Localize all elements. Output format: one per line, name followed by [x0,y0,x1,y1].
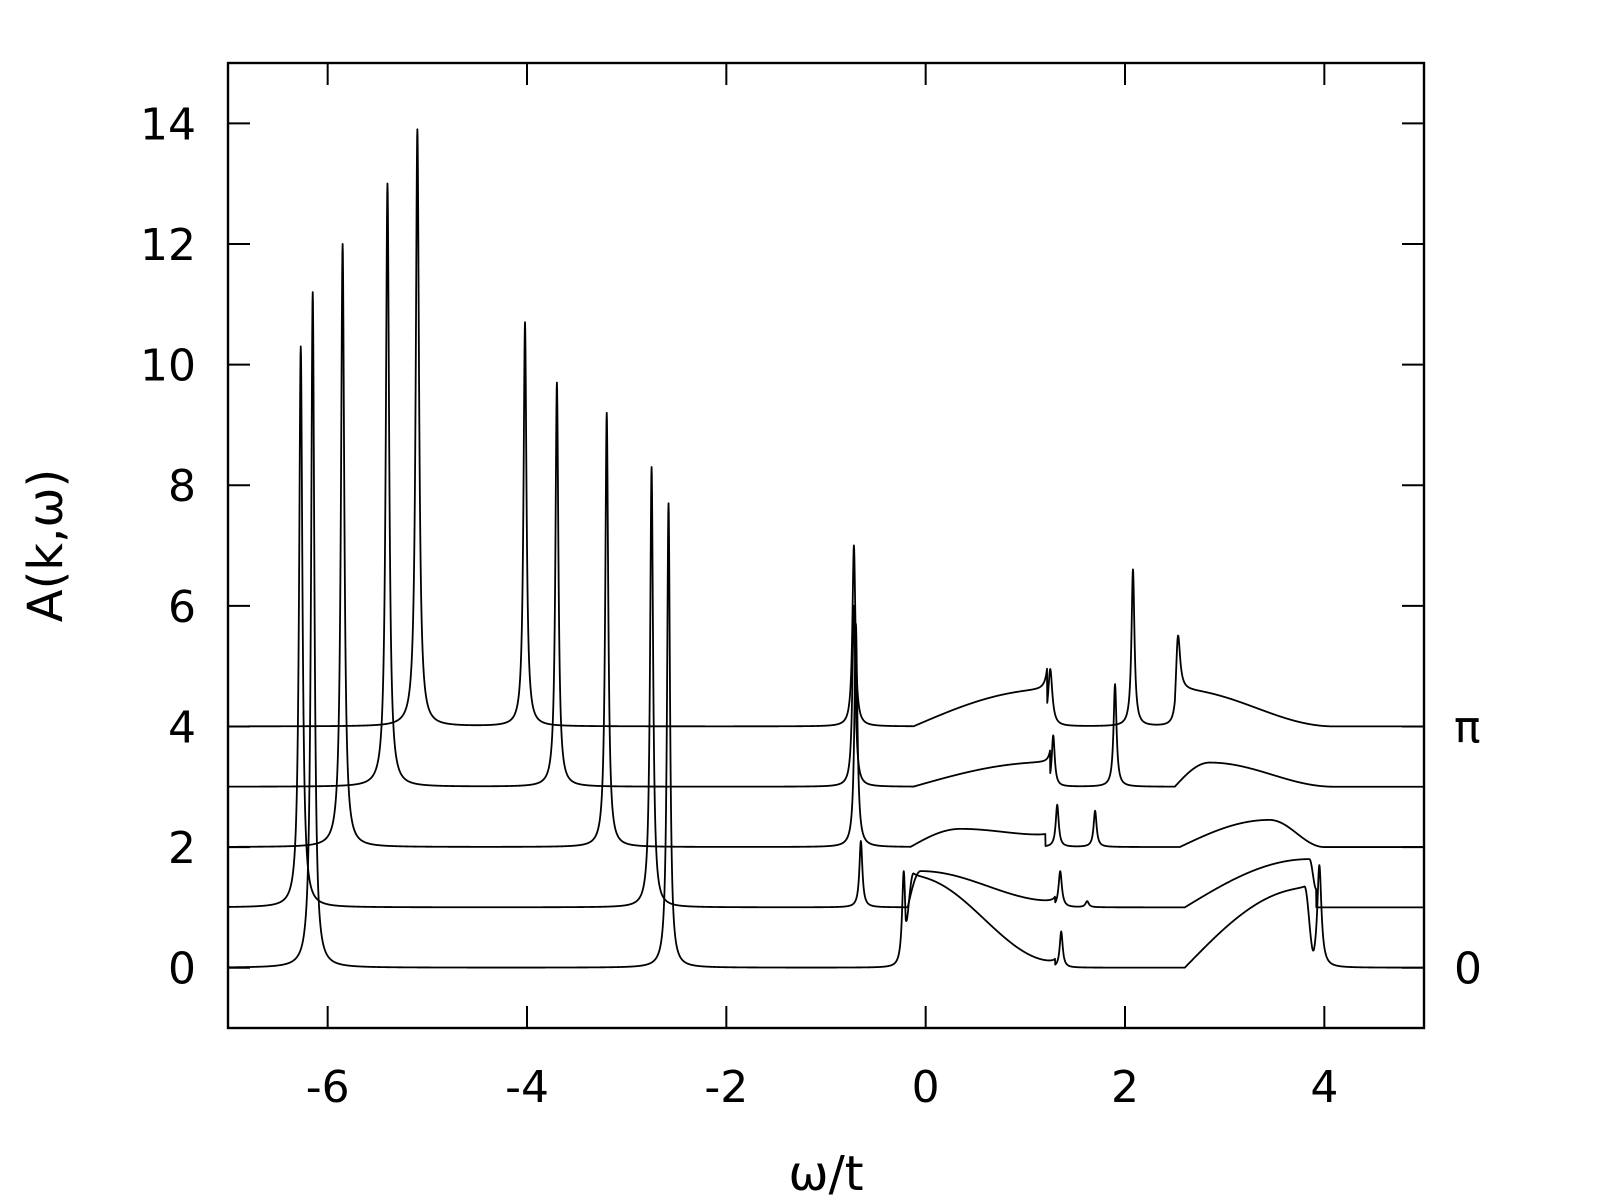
x-tick-label: -4 [505,1062,549,1113]
x-tick-labels: -6 -4 -2 0 2 4 [306,1062,1339,1113]
spectral-curve [227,243,1425,848]
plot-frame [226,61,1426,1030]
spectral-curve [227,128,1425,728]
y-tick-label: 12 [140,220,196,271]
y-tick-label: 6 [168,582,196,633]
curves-group [227,128,1425,969]
x-tick-label: 4 [1310,1062,1338,1113]
curve-annotations: π0 [1454,702,1482,994]
y-tick-label: 2 [168,823,196,874]
y-tick-label: 10 [140,341,196,392]
x-tick-label: -2 [704,1062,748,1113]
y-axis-label: A(k,ω) [18,469,74,623]
x-tick-label: 2 [1111,1062,1139,1113]
ticks-group [228,63,1424,1028]
curve-annotation: π [1454,702,1481,753]
y-tick-labels: 0 2 4 6 8 10 12 14 [140,99,196,994]
y-tick-label: 0 [168,944,196,995]
x-axis-label: ω/t [788,1146,863,1200]
curve-annotation: 0 [1454,944,1482,995]
spectral-curve [227,291,1425,969]
y-tick-label: 4 [168,702,196,753]
x-tick-label: -6 [306,1062,350,1113]
x-tick-label: 0 [912,1062,940,1113]
y-tick-label: 14 [140,99,196,150]
y-tick-label: 8 [168,461,196,512]
spectral-curve [227,182,1425,788]
spectral-curve [227,345,1425,909]
